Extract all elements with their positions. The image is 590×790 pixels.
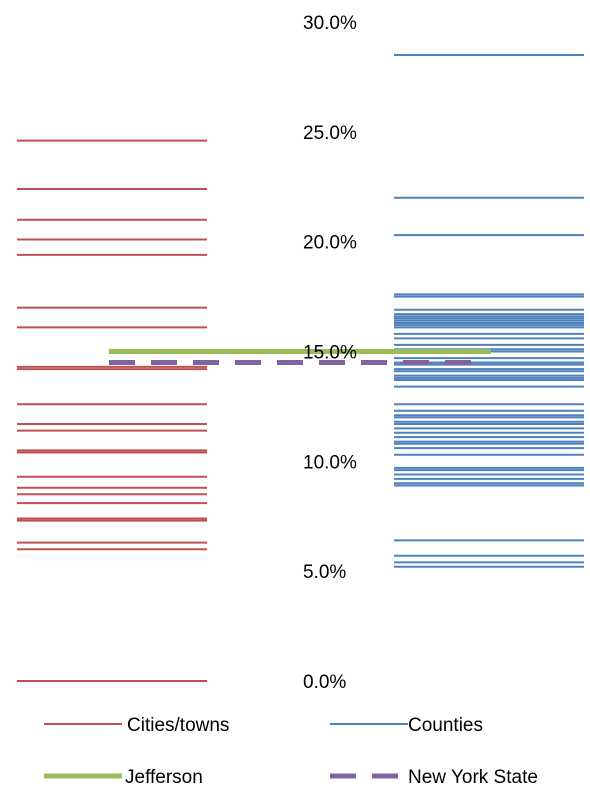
y-tick-label: 15.0% — [303, 343, 357, 364]
reference-lines — [109, 349, 491, 365]
legend: Cities/towns Counties Jefferson New York… — [44, 715, 538, 788]
cities-series — [17, 139, 207, 682]
y-tick-label: 0.0% — [303, 672, 346, 693]
legend-label-jefferson: Jefferson — [125, 767, 203, 788]
y-tick-label: 25.0% — [303, 123, 357, 144]
y-axis-labels: 0.0% 5.0% 10.0% 15.0% 20.0% 25.0% 30.0% — [303, 13, 357, 693]
legend-label-counties: Counties — [408, 715, 483, 736]
legend-label-new-york-state: New York State — [408, 767, 538, 788]
y-tick-label: 30.0% — [303, 13, 357, 34]
legend-label-cities: Cities/towns — [127, 715, 229, 736]
y-tick-label: 5.0% — [303, 562, 346, 583]
counties-series — [394, 53, 584, 568]
y-tick-label: 10.0% — [303, 452, 357, 473]
y-tick-label: 20.0% — [303, 233, 357, 254]
